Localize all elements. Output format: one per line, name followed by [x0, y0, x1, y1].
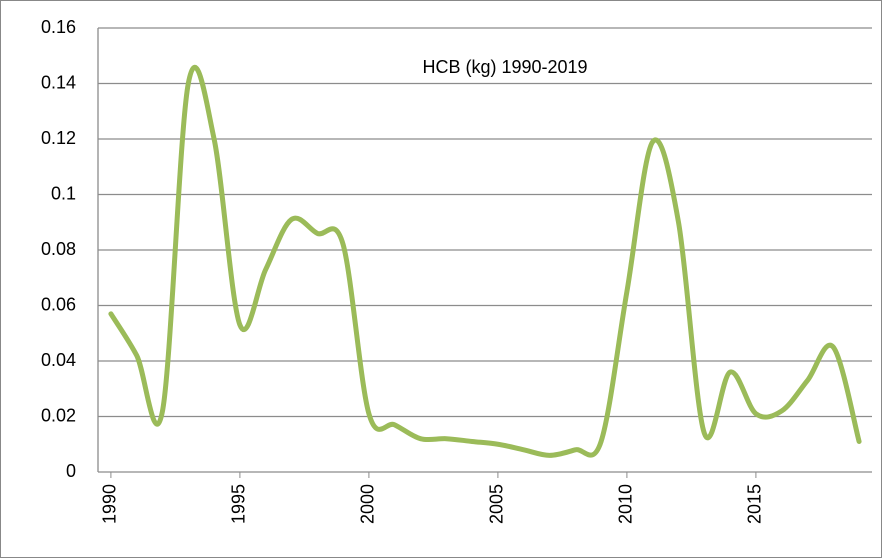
- data-line: [108, 64, 862, 458]
- y-tick-label: 0.02: [41, 405, 76, 425]
- y-tick-label: 0.04: [41, 350, 76, 370]
- x-tick-label: 2000: [358, 484, 378, 524]
- x-tick-label: 1995: [229, 484, 249, 524]
- x-tick-label: 2010: [616, 484, 636, 524]
- x-tick-label: 2015: [745, 484, 765, 524]
- y-tick-label: 0.08: [41, 239, 76, 259]
- y-tick-label: 0.06: [41, 294, 76, 314]
- y-tick-label: 0.14: [41, 72, 76, 92]
- y-tick-label: 0.16: [41, 17, 76, 37]
- x-tick-label: 2005: [487, 484, 507, 524]
- y-tick-label: 0.1: [51, 183, 76, 203]
- y-tick-label: 0.12: [41, 128, 76, 148]
- chart-title: HCB (kg) 1990-2019: [422, 57, 587, 77]
- x-tick-label: 1990: [100, 484, 120, 524]
- y-tick-label: 0: [66, 461, 76, 481]
